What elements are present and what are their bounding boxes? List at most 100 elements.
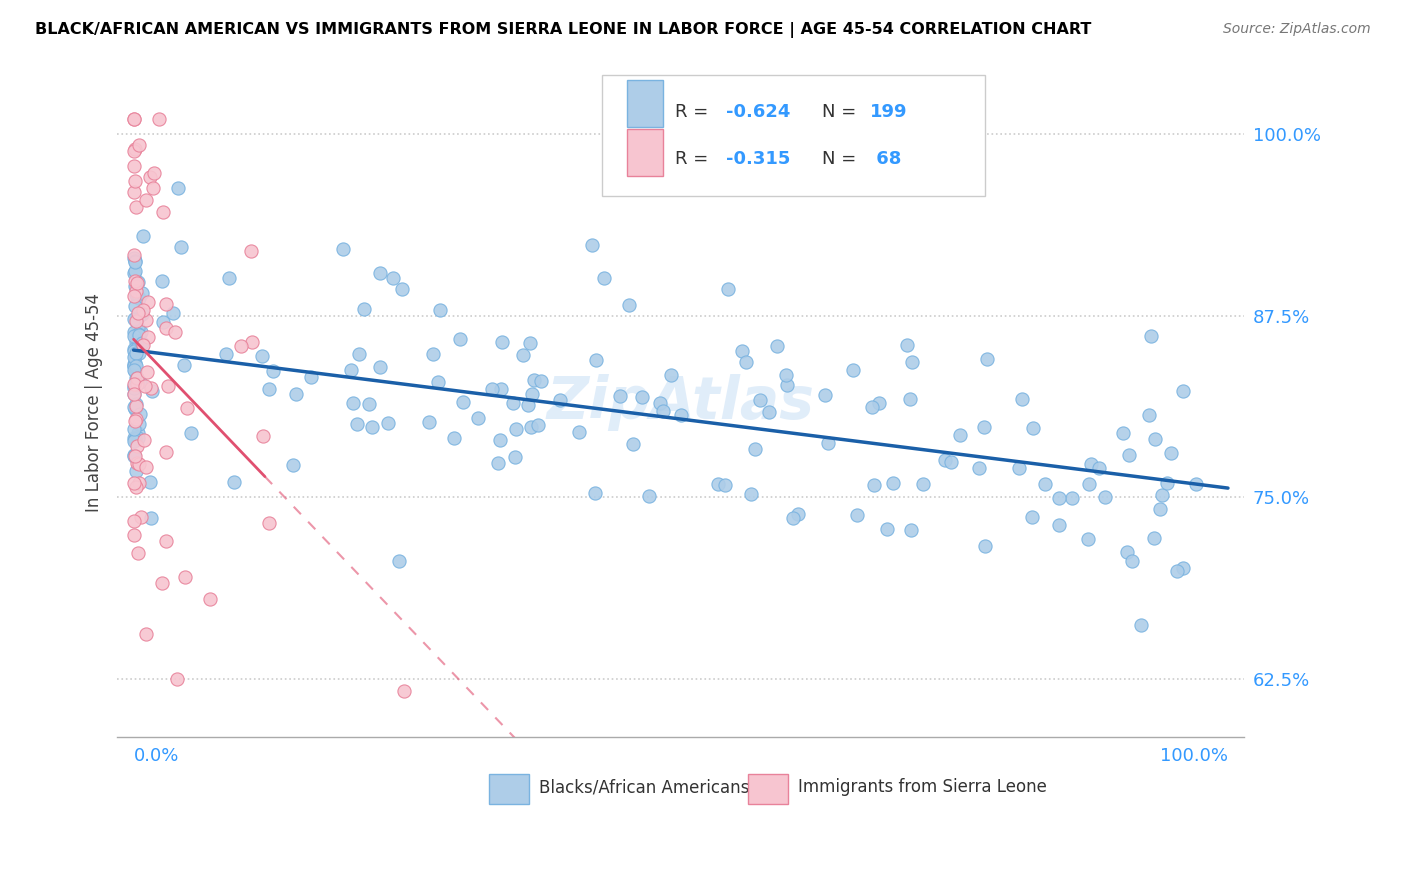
- Point: [530, 374, 553, 388]
- Text: -0.315: -0.315: [725, 150, 790, 168]
- Point: [346, 417, 368, 431]
- Point: [426, 375, 449, 389]
- Point: [347, 347, 370, 361]
- Text: N =: N =: [821, 150, 862, 168]
- Point: [1021, 510, 1043, 524]
- Point: [776, 377, 799, 392]
- Point: [122, 357, 145, 371]
- Point: [150, 274, 173, 288]
- Point: [239, 244, 262, 258]
- Point: [370, 266, 392, 280]
- Point: [125, 371, 148, 385]
- Point: [1171, 560, 1194, 574]
- Text: 68: 68: [870, 150, 901, 168]
- Point: [124, 402, 146, 417]
- Point: [1118, 448, 1140, 462]
- Point: [129, 325, 152, 339]
- Point: [122, 342, 145, 356]
- Point: [128, 475, 150, 490]
- Point: [148, 112, 170, 127]
- Point: [155, 533, 177, 548]
- Point: [502, 396, 524, 410]
- Point: [842, 363, 865, 377]
- Point: [128, 457, 150, 471]
- Point: [740, 486, 762, 500]
- Point: [122, 381, 145, 395]
- Point: [969, 461, 991, 475]
- Point: [1166, 564, 1188, 578]
- Point: [128, 346, 150, 360]
- Point: [132, 337, 155, 351]
- Point: [163, 325, 186, 339]
- Point: [621, 437, 644, 451]
- Point: [122, 312, 145, 326]
- Point: [758, 405, 780, 419]
- Point: [1094, 490, 1116, 504]
- Point: [124, 142, 146, 156]
- Point: [124, 185, 146, 199]
- Point: [134, 379, 156, 393]
- Point: [127, 321, 149, 335]
- Point: [339, 363, 361, 377]
- Point: [505, 450, 527, 464]
- Point: [135, 627, 157, 641]
- Point: [1160, 446, 1182, 460]
- Point: [124, 378, 146, 392]
- Point: [489, 382, 512, 396]
- Point: [359, 397, 381, 411]
- Point: [124, 299, 146, 313]
- Point: [136, 294, 159, 309]
- Point: [122, 359, 145, 373]
- Point: [122, 376, 145, 391]
- Point: [155, 445, 177, 459]
- Point: [240, 335, 263, 350]
- Point: [125, 346, 148, 360]
- Point: [619, 298, 641, 312]
- Point: [122, 387, 145, 401]
- Point: [124, 448, 146, 462]
- Point: [150, 575, 173, 590]
- Point: [167, 181, 190, 195]
- Point: [583, 485, 606, 500]
- Point: [898, 392, 921, 406]
- Point: [526, 418, 548, 433]
- Text: 100.0%: 100.0%: [1160, 747, 1227, 765]
- Point: [585, 353, 607, 368]
- Point: [122, 359, 145, 374]
- Point: [135, 460, 157, 475]
- Point: [863, 478, 886, 492]
- Point: [229, 339, 252, 353]
- Point: [377, 416, 399, 430]
- Point: [486, 456, 509, 470]
- Point: [122, 434, 145, 448]
- Point: [713, 478, 735, 492]
- Point: [353, 302, 375, 317]
- Point: [129, 407, 152, 421]
- Point: [131, 307, 153, 321]
- Point: [131, 285, 153, 300]
- Point: [152, 204, 174, 219]
- Point: [128, 138, 150, 153]
- Point: [637, 489, 659, 503]
- Point: [122, 387, 145, 401]
- Point: [1143, 532, 1166, 546]
- Point: [257, 382, 280, 396]
- Point: [124, 432, 146, 446]
- Point: [814, 388, 837, 402]
- Point: [132, 434, 155, 448]
- Point: [132, 303, 155, 318]
- Point: [1173, 384, 1195, 399]
- Point: [1143, 432, 1166, 446]
- Point: [127, 371, 149, 385]
- Point: [934, 453, 956, 467]
- Point: [157, 379, 180, 393]
- Point: [976, 351, 998, 366]
- Point: [896, 337, 918, 351]
- Text: Source: ZipAtlas.com: Source: ZipAtlas.com: [1223, 22, 1371, 37]
- Point: [124, 349, 146, 363]
- Point: [648, 396, 671, 410]
- Point: [122, 248, 145, 262]
- Point: [939, 455, 962, 469]
- Point: [1033, 476, 1056, 491]
- Point: [122, 112, 145, 127]
